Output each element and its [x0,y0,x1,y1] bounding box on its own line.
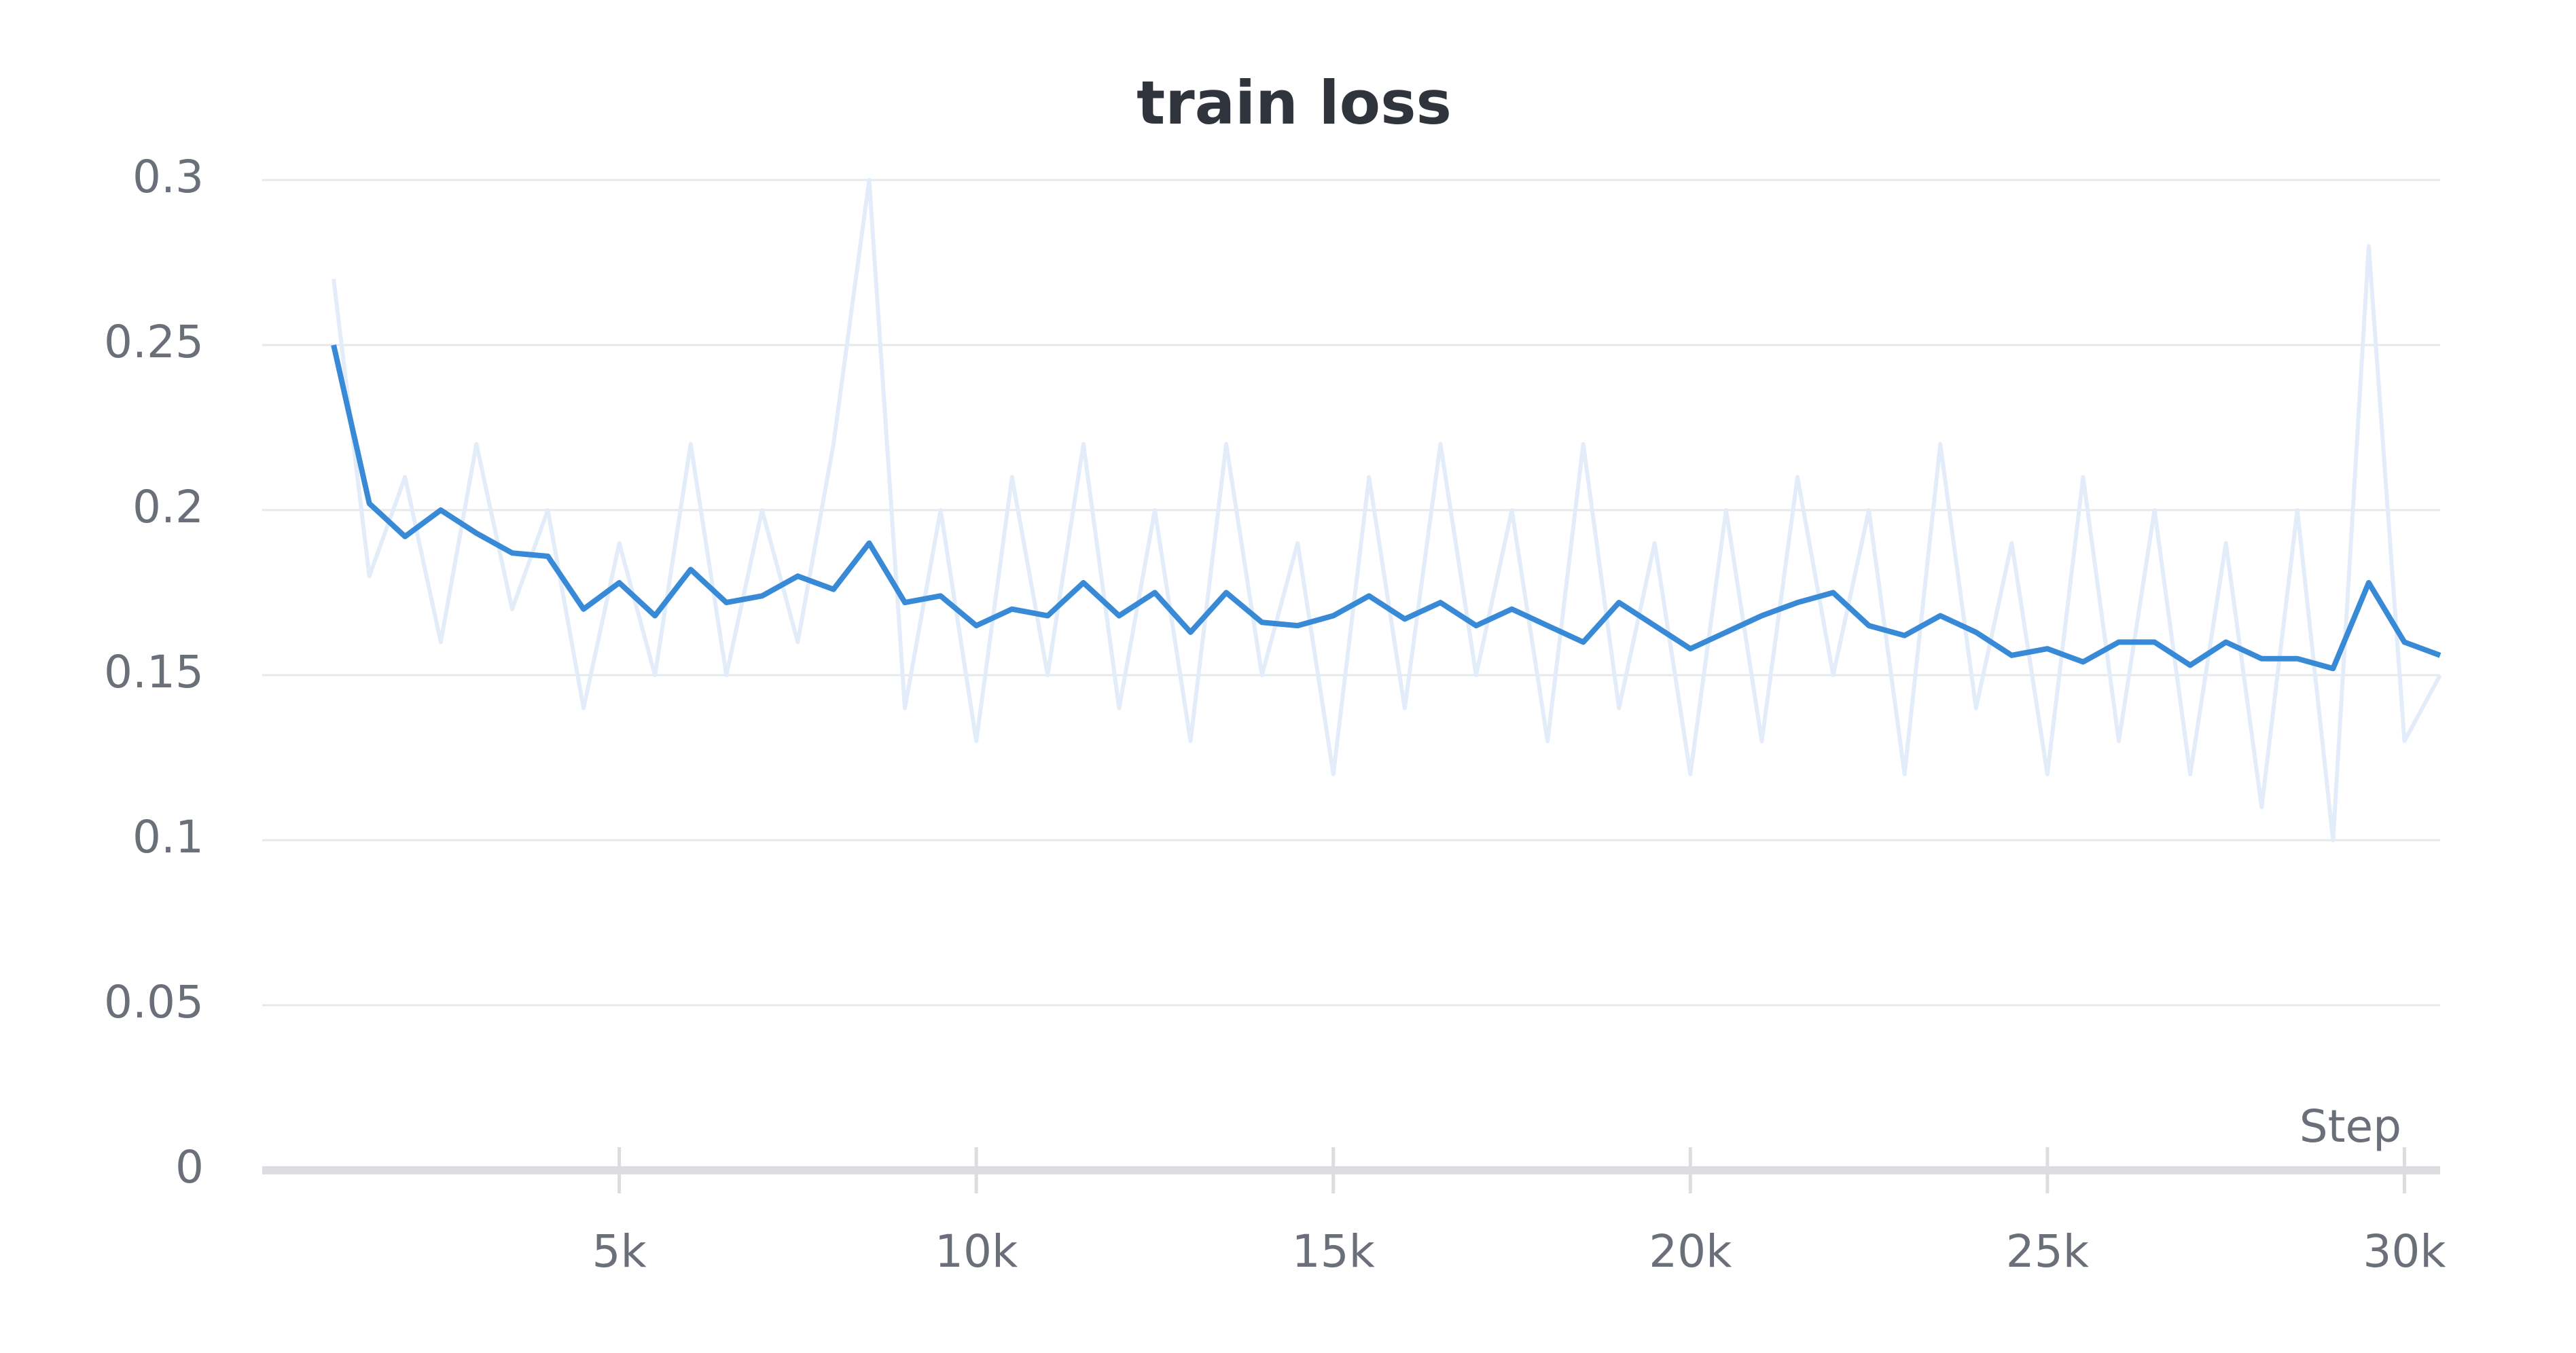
y-tick-label: 0.25 [104,316,204,368]
x-axis-label: Step [2300,1100,2401,1153]
chart-title: train loss [1137,68,1452,138]
x-tick-label: 10k [935,1225,1018,1278]
y-tick-label: 0.05 [104,976,204,1028]
x-tick-label: 30k [2363,1225,2446,1278]
y-tick-label: 0.1 [132,811,204,863]
x-tick-label: 5k [592,1225,647,1278]
y-tick-label: 0 [175,1141,204,1193]
smoothed-line [331,344,2441,672]
y-tick-label: 0.15 [104,646,204,698]
x-tick-label: 20k [1649,1225,1732,1278]
y-tick-label: 0.3 [132,151,204,203]
x-tick-label: 25k [2006,1225,2090,1278]
x-tick-label: 15k [1292,1225,1376,1278]
raw-line [332,178,2442,842]
y-tick-label: 0.2 [132,481,204,533]
